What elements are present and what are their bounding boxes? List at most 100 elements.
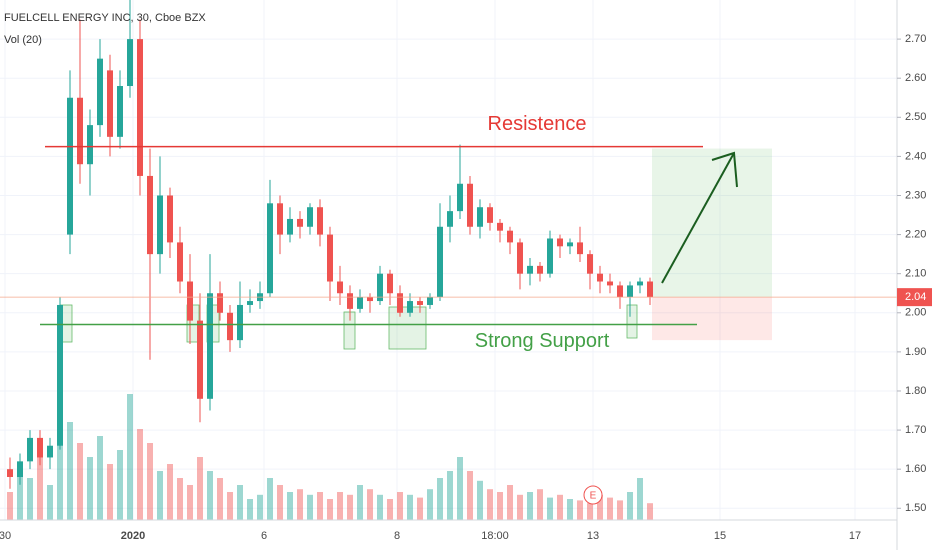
stop-zone: [652, 297, 772, 341]
volume-bar: [367, 489, 373, 520]
volume-bar: [507, 485, 513, 520]
y-tick-label: 1.80: [905, 385, 926, 397]
volume-bar: [37, 457, 43, 520]
candle-body: [27, 437, 33, 462]
candle-body: [367, 297, 373, 302]
candle-body: [527, 265, 533, 274]
x-tick-label: 15: [714, 530, 726, 542]
candle-body: [457, 183, 463, 212]
volume-bar: [357, 485, 363, 520]
volume-bar: [467, 471, 473, 520]
arrow-head: [711, 151, 738, 188]
y-tick-label: 1.70: [905, 424, 926, 436]
candle-body: [647, 281, 653, 298]
volume-bar: [77, 443, 83, 520]
candle-body: [567, 242, 573, 247]
volume-bar: [117, 450, 123, 520]
candle-body: [317, 207, 323, 235]
volume-bar: [637, 478, 643, 520]
volume-bar: [297, 489, 303, 520]
volume-bar: [177, 478, 183, 520]
candle-body: [487, 207, 493, 223]
candle-body: [547, 238, 553, 274]
candle-body: [347, 293, 353, 309]
candle-body: [497, 222, 503, 231]
candle-body: [467, 183, 473, 227]
candle-body: [247, 301, 253, 305]
volume-label: Vol (20): [4, 34, 42, 46]
volume-bar: [567, 499, 573, 520]
volume-bar: [527, 492, 533, 520]
volume-bar: [207, 471, 213, 520]
volume-bar: [517, 494, 523, 520]
x-tick-label: 17: [849, 530, 861, 542]
y-tick-label: 2.20: [905, 228, 926, 240]
volume-bar: [457, 457, 463, 520]
candle-body: [417, 301, 423, 305]
candle-body: [387, 273, 393, 294]
candle-body: [197, 320, 203, 399]
volume-bar: [337, 492, 343, 520]
volume-bar: [397, 492, 403, 520]
candle-body: [47, 445, 53, 458]
volume-bar: [577, 500, 583, 520]
x-tick-label: 18:00: [481, 530, 509, 542]
candle-body: [517, 242, 523, 274]
volume-bar: [227, 492, 233, 520]
earnings-marker: E: [590, 491, 597, 502]
volume-bar: [407, 494, 413, 520]
volume-bar: [447, 471, 453, 520]
y-tick-label: 2.70: [905, 33, 926, 45]
volume-bar: [557, 494, 563, 520]
candle-body: [597, 273, 603, 282]
highlight-box: [626, 304, 638, 339]
volume-bar: [427, 489, 433, 520]
candle-body: [617, 285, 623, 298]
volume-bar: [197, 457, 203, 520]
candle-body: [577, 242, 583, 255]
volume-bar: [107, 464, 113, 520]
candle-body: [167, 195, 173, 243]
plot: [0, 0, 897, 520]
volume-bar: [147, 443, 153, 520]
volume-bar: [47, 485, 53, 520]
x-tick-label: 6: [261, 530, 267, 542]
candle-body: [437, 226, 443, 298]
candle-body: [147, 175, 153, 255]
volume-bar: [607, 497, 613, 520]
candle-body: [77, 97, 83, 165]
y-tick-label: 2.10: [905, 268, 926, 280]
candle-body: [157, 195, 163, 255]
volume-bar: [597, 494, 603, 520]
candle-body: [507, 230, 513, 243]
volume-bar: [287, 492, 293, 520]
candle-body: [267, 203, 273, 294]
target-zone: [652, 148, 772, 298]
arrow: [661, 152, 735, 284]
annotation-text: Resistence: [488, 113, 587, 135]
candle-body: [337, 281, 343, 294]
candle-body: [7, 469, 13, 477]
volume-bar: [327, 499, 333, 520]
y-tick-label: 2.40: [905, 150, 926, 162]
candle-body: [637, 281, 643, 286]
last-price-box: [897, 288, 932, 307]
volume-bar: [57, 401, 63, 520]
volume-bar: [137, 429, 143, 520]
candle-body: [537, 265, 543, 274]
highlight-box: [388, 306, 427, 350]
x-tick-label: 8: [394, 530, 400, 542]
candle-body: [97, 58, 103, 126]
candle-body: [427, 297, 433, 305]
candle-body: [117, 86, 123, 137]
volume-bar: [347, 494, 353, 520]
volume-bar: [647, 503, 653, 520]
candle-body: [587, 254, 593, 274]
x-tick-label: 2020: [121, 530, 145, 542]
volume-bar: [87, 457, 93, 520]
volume-bar: [247, 499, 253, 520]
volume-bar: [437, 478, 443, 520]
y-tick-label: 2.30: [905, 189, 926, 201]
